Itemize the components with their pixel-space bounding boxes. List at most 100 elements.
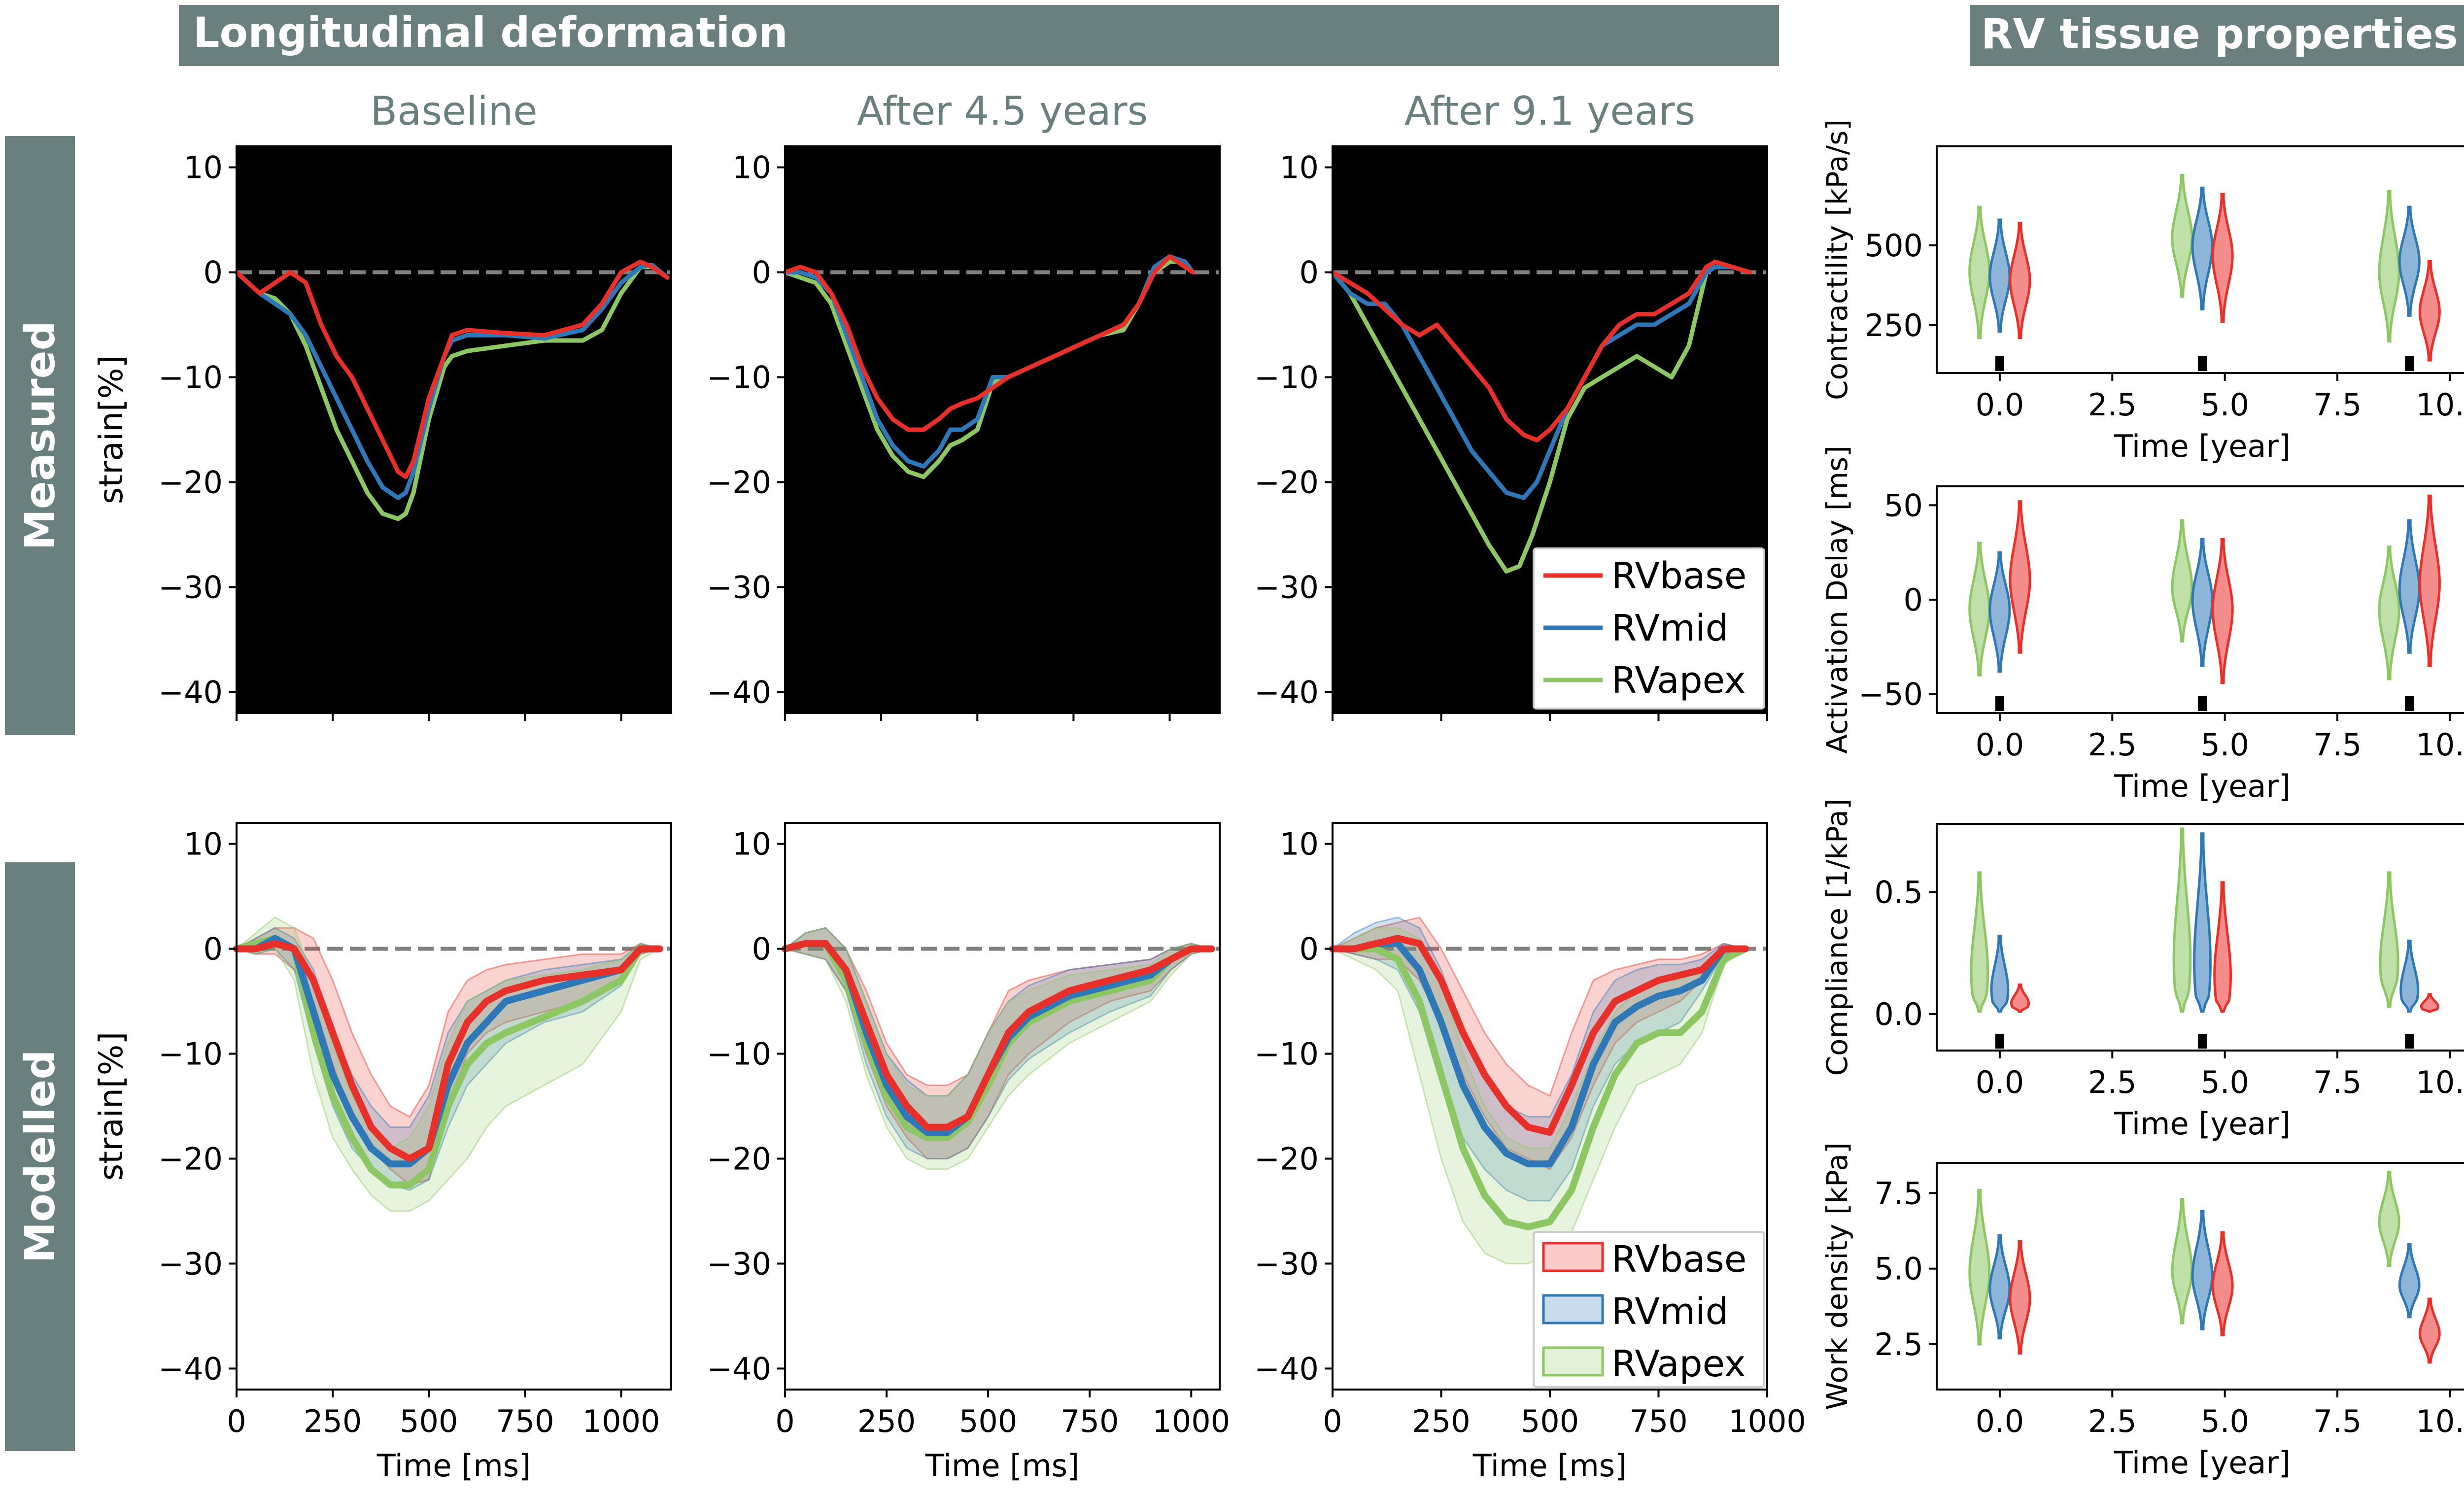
- series-line-rvbase: [234, 259, 670, 479]
- violin-rvapex: [2171, 519, 2193, 643]
- violin-rvapex: [1968, 542, 1991, 677]
- legend-label-rvapex: RVapex: [1611, 659, 1746, 702]
- violin-rvbase: [2418, 260, 2441, 362]
- y-tick-label: 50: [1884, 487, 1923, 523]
- y-tick-label: 0: [1300, 255, 1319, 291]
- timepoint-marker: [2198, 696, 2207, 711]
- y-tick-label: 0.0: [1874, 996, 1923, 1032]
- chart-title: Baseline: [370, 88, 537, 134]
- row-modelled-banner: [5, 862, 75, 1451]
- violin-rvapex: [2172, 827, 2192, 1013]
- y-tick-label: 10: [732, 150, 771, 186]
- series-line-rvapex: [234, 265, 670, 521]
- legend-swatch-rvbase: [1542, 1242, 1604, 1272]
- violin-rvmid: [1988, 551, 2011, 673]
- y-tick-label: −10: [1254, 360, 1319, 396]
- chart-title: After 9.1 years: [1404, 88, 1695, 134]
- y-tick-label: −40: [158, 674, 223, 710]
- chart-title: After 4.5 years: [857, 88, 1148, 134]
- x-tick-label: 0: [775, 1403, 794, 1439]
- timepoint-marker: [2198, 1034, 2207, 1049]
- row-measured-banner: [5, 136, 75, 735]
- chart-activation-delay: 50 0 −50 0.0 2.5 5.0 7.5 10.0 Time [year] Activat…: [1820, 445, 2464, 804]
- x-tick-label: 5.0: [2200, 1403, 2249, 1439]
- series-line-rvmid: [1330, 265, 1752, 500]
- y-tick-label: −40: [707, 1351, 771, 1387]
- x-axis-label: Time [ms]: [376, 1448, 531, 1484]
- violin-rvbase: [2211, 538, 2234, 684]
- x-tick-label: 2.5: [2088, 1064, 2137, 1100]
- y-tick-label: 0: [1300, 931, 1319, 967]
- violin-rvmid: [2398, 205, 2421, 317]
- chart-work-density: 7.5 5.0 2.5 0.0 2.5 5.0 7.5 10.0 Time [year] Work…: [1820, 1142, 2464, 1481]
- y-tick-label: −20: [158, 1141, 223, 1177]
- y-tick-label: −10: [158, 1036, 223, 1072]
- y-tick-label: 10: [732, 826, 771, 862]
- row-measured-label: Measured: [16, 321, 64, 550]
- y-axis-label: strain[%]: [92, 355, 130, 504]
- violin-rvmid: [2191, 538, 2214, 667]
- header-left-banner: [179, 5, 1779, 66]
- y-tick-label: −20: [158, 464, 223, 500]
- x-tick-label: 0: [227, 1403, 246, 1439]
- y-axis-label: Activation Delay [ms]: [1820, 445, 1854, 754]
- legend-swatch-rvmid: [1542, 1294, 1604, 1324]
- plot-frame: [1936, 823, 2464, 1052]
- series-line-rvbase: [1329, 935, 1749, 1136]
- violin-rvbase: [2009, 1240, 2031, 1355]
- y-tick-label: −20: [1254, 1141, 1319, 1177]
- y-tick-label: 10: [184, 150, 223, 186]
- y-tick-label: −20: [707, 1141, 771, 1177]
- violin-rvmid: [2398, 1243, 2421, 1319]
- y-tick-label: 0: [1904, 582, 1923, 618]
- y-tick-label: 500: [1865, 228, 1923, 264]
- y-tick-label: −20: [707, 464, 771, 500]
- x-tick-label: 10.0: [2416, 727, 2464, 763]
- violin-rvapex: [1968, 1188, 1991, 1346]
- y-tick-label: 7.5: [1874, 1175, 1923, 1211]
- x-tick-label: 10.0: [2416, 1403, 2464, 1439]
- y-tick-label: −30: [1254, 569, 1319, 605]
- x-tick-label: 5.0: [2200, 1064, 2249, 1100]
- y-tick-label: −40: [707, 674, 771, 710]
- y-tick-label: 2.5: [1874, 1326, 1923, 1362]
- y-tick-label: −30: [158, 1246, 223, 1282]
- series-line-rvbase: [782, 940, 1215, 1131]
- violin-rvapex: [1968, 205, 1991, 340]
- y-tick-label: −30: [707, 1246, 771, 1282]
- plot-background: [785, 823, 1220, 1390]
- series-line-rvbase: [233, 940, 663, 1162]
- violin-rvbase: [2211, 193, 2234, 323]
- x-tick-label: 2.5: [2088, 727, 2137, 763]
- plot-frame: [236, 145, 672, 714]
- x-tick-label: 250: [857, 1403, 916, 1439]
- y-tick-label: −10: [1254, 1036, 1319, 1072]
- violin-rvbase: [2010, 984, 2030, 1013]
- x-axis-label: Time [year]: [2114, 1445, 2291, 1481]
- violin-rvbase: [2418, 494, 2441, 667]
- x-tick-label: 7.5: [2313, 727, 2362, 763]
- x-tick-label: 0.0: [1976, 1064, 2024, 1100]
- y-tick-label: 250: [1865, 307, 1923, 343]
- y-tick-label: −50: [1858, 677, 1923, 713]
- x-tick-label: 0.0: [1976, 1403, 2024, 1439]
- series-line-rvmid: [1329, 940, 1749, 1168]
- chart-measured-4.5: 10 0 −10 −20 −30 −40 After 4.5 years: [707, 88, 1221, 721]
- timepoint-marker: [2405, 1034, 2414, 1049]
- y-axis-label: Compliance [1/kPa]: [1820, 798, 1854, 1076]
- plot-background: [785, 146, 1220, 713]
- x-tick-label: 1000: [1728, 1403, 1806, 1439]
- violin-rvapex: [2379, 871, 2399, 1008]
- violin-rvapex: [2378, 1170, 2400, 1267]
- x-tick-label: 1000: [1152, 1403, 1230, 1439]
- x-tick-label: 750: [1061, 1403, 1119, 1439]
- violin-rvbase: [2009, 500, 2031, 654]
- y-tick-label: 0: [752, 931, 771, 967]
- x-tick-label: 750: [1629, 1403, 1687, 1439]
- legend-modelled: RVbase RVmid RVapex: [1533, 1231, 1765, 1388]
- violin-rvmid: [1990, 935, 2010, 1013]
- plot-frame: [784, 145, 1221, 714]
- y-tick-label: −10: [158, 360, 223, 396]
